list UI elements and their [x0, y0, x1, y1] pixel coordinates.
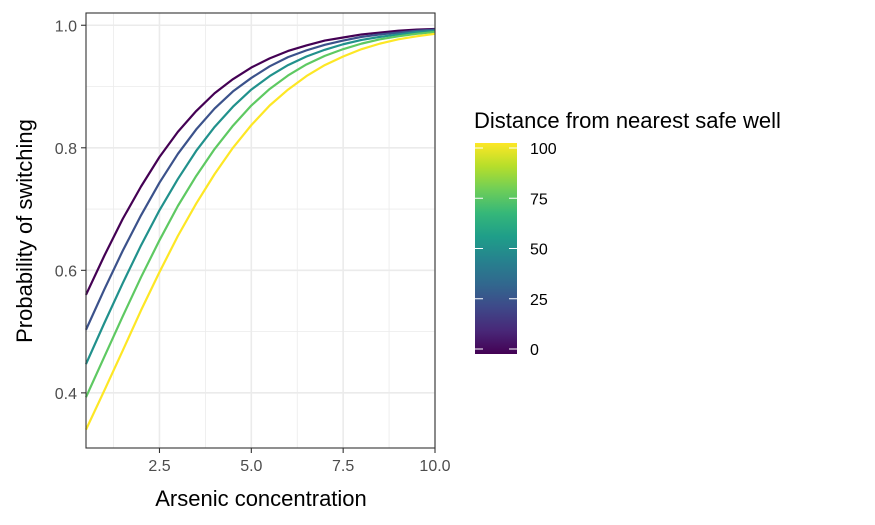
panel-border	[85, 12, 436, 449]
series-line-distance-75	[84, 30, 436, 398]
x-tick-label: 7.5	[332, 458, 354, 475]
y-tick-label: 0.6	[55, 263, 77, 280]
y-axis-title: Probability of switching	[12, 119, 37, 343]
plot-panel	[84, 12, 436, 449]
legend-ticks: 0 25 50 75 100	[475, 141, 557, 359]
series-lines	[84, 27, 436, 431]
x-tick-label: 5.0	[240, 458, 262, 475]
series-line-distance-100	[85, 32, 436, 431]
series-line-distance-0	[85, 27, 436, 296]
legend-title: Distance from nearest safe well	[474, 108, 781, 133]
legend: Distance from nearest safe well 0 25 50 75 1…	[474, 108, 781, 359]
y-tick-label: 1.0	[55, 18, 77, 35]
y-tick-label: 0.4	[55, 386, 77, 403]
x-axis: 2.5 5.0 7.5 10.0	[148, 448, 451, 475]
legend-label: 0	[530, 342, 539, 359]
x-axis-title: Arsenic concentration	[155, 486, 367, 511]
panel-background	[86, 13, 435, 448]
y-axis: 0.4 0.6 0.8 1.0	[55, 18, 86, 403]
series-line-distance-25	[84, 28, 436, 331]
x-tick-label: 10.0	[419, 458, 450, 475]
legend-label: 100	[530, 141, 557, 158]
series-line-distance-50	[84, 29, 436, 365]
legend-label: 50	[530, 242, 548, 259]
y-tick-label: 0.8	[55, 141, 77, 158]
legend-label: 25	[530, 292, 548, 309]
x-tick-label: 2.5	[148, 458, 170, 475]
legend-label: 75	[530, 191, 548, 208]
